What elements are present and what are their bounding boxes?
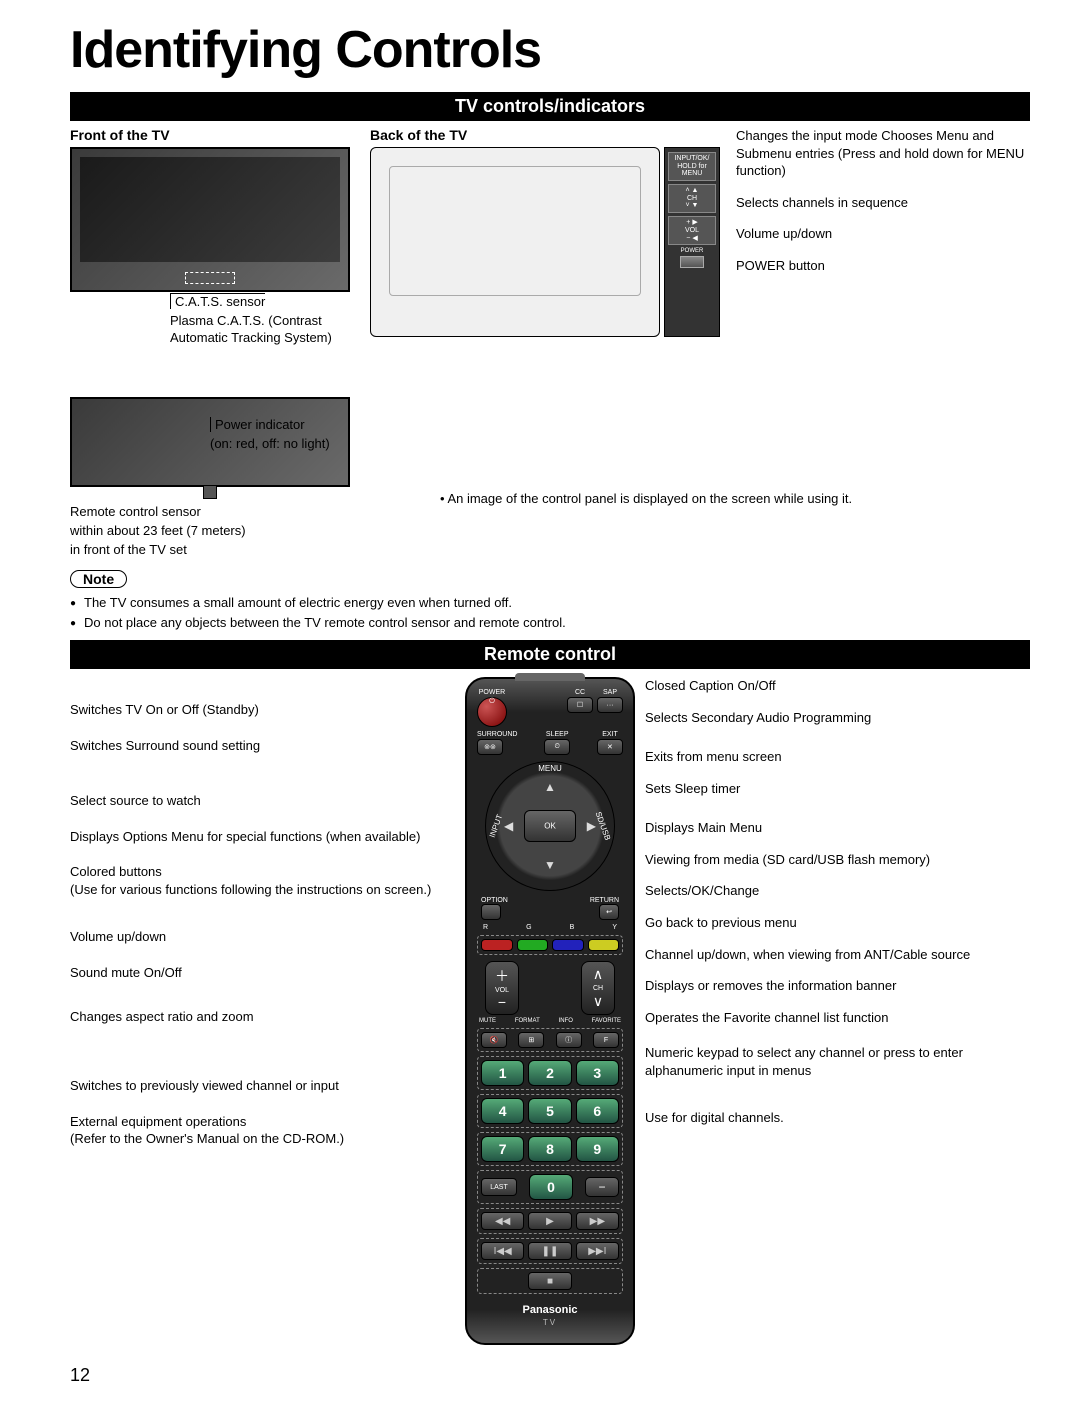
num-9: 9 [576, 1136, 619, 1162]
callout-exit: Exits from menu screen [645, 748, 1030, 766]
skip-fwd-icon: ▶▶I [576, 1242, 619, 1260]
pause-icon: ❚❚ [528, 1242, 571, 1260]
callout-info: Displays or removes the information bann… [645, 977, 1030, 995]
remote-illustration: POWER ⏻ CC☐ SAP··· SURROUND⊚⊚ SLEEP⏲ EXI… [465, 677, 635, 1345]
tv-back-illustration [370, 147, 660, 337]
tv-front-illustration [70, 147, 350, 292]
callout-ch: Channel up/down, when viewing from ANT/C… [645, 946, 1030, 964]
callout-input: Select source to watch [70, 792, 455, 810]
callout-surround: Switches Surround sound setting [70, 737, 455, 755]
callout-volume: Volume up/down [736, 225, 1030, 243]
callout-select-channels: Selects channels in sequence [736, 194, 1030, 212]
note-label: Note [70, 570, 127, 588]
menu-ring: MENU INPUT SD/USB OK ▲▼ ◀▶ [485, 761, 615, 891]
sap-button-icon: ··· [597, 697, 623, 713]
dash-button: − [585, 1177, 619, 1197]
num-2: 2 [528, 1060, 571, 1086]
power-indicator-label: Power indicator [210, 417, 305, 432]
power-button-icon: ⏻ [477, 697, 507, 727]
num-6: 6 [576, 1098, 619, 1124]
callout-volume-updown: Volume up/down [70, 928, 455, 946]
callout-option: Displays Options Menu for special functi… [70, 828, 455, 846]
callout-ok: Selects/OK/Change [645, 882, 1030, 900]
control-panel-illustration: INPUT/OK/HOLD for MENU ˄ ▲CH˅ ▼ + ▶VOL− … [664, 147, 720, 337]
callout-external-ops: External equipment operations [70, 1114, 246, 1129]
sleep-button-icon: ⏲ [544, 739, 570, 755]
vol-rocker: ＋VOL− [485, 961, 519, 1015]
callout-last: Switches to previously viewed channel or… [70, 1077, 455, 1095]
callout-dash: Use for digital channels. [645, 1109, 1030, 1127]
callout-colored-buttons: Colored buttons [70, 864, 162, 879]
section-remote-control: Remote control [70, 640, 1030, 669]
num-3: 3 [576, 1060, 619, 1086]
return-button-icon: ↩ [599, 904, 619, 920]
callout-sap: Selects Secondary Audio Programming [645, 709, 1030, 727]
colored-buttons [477, 935, 623, 955]
front-of-tv-heading: Front of the TV [70, 127, 350, 143]
num-0: 0 [529, 1174, 573, 1200]
num-8: 8 [528, 1136, 571, 1162]
callout-external-desc: (Refer to the Owner's Manual on the CD-R… [70, 1131, 344, 1146]
callout-sdusb: Viewing from media (SD card/USB flash me… [645, 851, 1030, 869]
forward-icon: ▶▶ [576, 1212, 619, 1230]
callout-favorite: Operates the Favorite channel list funct… [645, 1009, 1030, 1027]
skip-back-icon: I◀◀ [481, 1242, 524, 1260]
section-tv-controls: TV controls/indicators [70, 92, 1030, 121]
callout-cc: Closed Caption On/Off [645, 677, 1030, 695]
num-7: 7 [481, 1136, 524, 1162]
callout-input-mode: Changes the input mode Chooses Menu and … [736, 127, 1030, 180]
page-title: Identifying Controls [70, 20, 1030, 80]
power-indicator-desc: (on: red, off: no light) [210, 436, 350, 453]
callout-numeric: Numeric keypad to select any channel or … [645, 1044, 1030, 1079]
remote-sensor-desc1: within about 23 feet (7 meters) [70, 523, 350, 540]
callout-colored-desc: (Use for various functions following the… [70, 882, 431, 897]
control-panel-note: An image of the control panel is display… [447, 491, 852, 506]
surround-button-icon: ⊚⊚ [477, 739, 503, 755]
callout-power: Switches TV On or Off (Standby) [70, 701, 455, 719]
option-button-icon [481, 904, 501, 920]
format-button-icon: ⊞ [518, 1032, 544, 1048]
num-1: 1 [481, 1060, 524, 1086]
num-5: 5 [528, 1098, 571, 1124]
last-button: LAST [481, 1178, 517, 1196]
cc-button-icon: ☐ [567, 697, 593, 713]
cats-sensor-label: C.A.T.S. sensor [170, 293, 265, 309]
cats-desc: Plasma C.A.T.S. (Contrast Automatic Trac… [170, 313, 350, 347]
note-2: Do not place any objects between the TV … [70, 613, 1030, 633]
callout-format: Changes aspect ratio and zoom [70, 1008, 455, 1026]
note-1: The TV consumes a small amount of electr… [70, 593, 1030, 613]
page-number: 12 [70, 1365, 1030, 1386]
rewind-icon: ◀◀ [481, 1212, 524, 1230]
callout-sleep: Sets Sleep timer [645, 780, 1030, 798]
info-button-icon: ⓘ [556, 1032, 582, 1048]
num-4: 4 [481, 1098, 524, 1124]
ch-rocker: ∧CH∨ [581, 961, 615, 1015]
callout-mute: Sound mute On/Off [70, 964, 455, 982]
remote-sensor-label: Remote control sensor [70, 504, 350, 521]
favorite-button-icon: F [593, 1032, 619, 1048]
brand-sub: TV [477, 1318, 623, 1327]
callout-menu: Displays Main Menu [645, 819, 1030, 837]
callout-return: Go back to previous menu [645, 914, 1030, 932]
stop-icon: ■ [528, 1272, 572, 1290]
back-of-tv-heading: Back of the TV [370, 127, 720, 143]
brand-label: Panasonic [477, 1304, 623, 1316]
exit-button-icon: ✕ [597, 739, 623, 755]
callout-power-button: POWER button [736, 257, 1030, 275]
mute-button-icon: 🔇 [481, 1032, 507, 1048]
play-icon: ▶ [528, 1212, 571, 1230]
